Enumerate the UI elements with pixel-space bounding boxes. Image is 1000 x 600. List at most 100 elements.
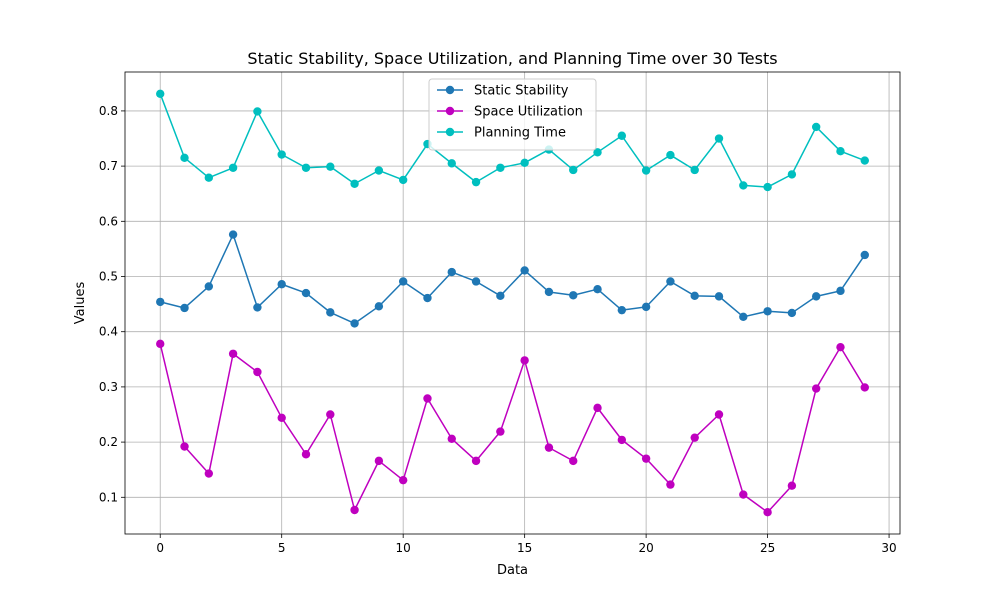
data-point <box>617 131 627 140</box>
y-tick-label: 0.7 <box>99 159 118 173</box>
x-tick-label: 0 <box>156 541 164 555</box>
data-point <box>787 481 797 490</box>
data-point <box>836 147 845 156</box>
data-point <box>690 291 699 301</box>
data-point <box>690 165 699 175</box>
legend-label: Static Stability <box>474 84 569 99</box>
data-point <box>617 435 627 445</box>
data-point <box>520 356 529 365</box>
data-point <box>787 308 797 318</box>
data-point <box>544 287 554 297</box>
y-tick-label: 0.8 <box>99 104 118 118</box>
data-point <box>301 450 311 459</box>
y-tick-label: 0.3 <box>99 380 118 394</box>
data-point <box>690 433 699 442</box>
data-point <box>447 267 456 277</box>
data-point <box>714 292 724 301</box>
data-point <box>374 302 384 311</box>
y-tick-label: 0.4 <box>99 325 118 339</box>
data-point <box>811 292 821 301</box>
data-point <box>374 166 384 175</box>
data-point <box>739 181 748 190</box>
data-point <box>253 107 262 116</box>
y-tick-label: 0.1 <box>99 490 118 504</box>
data-point <box>204 469 214 478</box>
data-point <box>471 177 481 187</box>
data-point <box>301 163 311 172</box>
legend-marker <box>445 127 455 137</box>
data-point <box>593 285 602 294</box>
data-point <box>447 159 456 168</box>
data-point <box>811 384 821 393</box>
data-point <box>326 308 335 317</box>
series-line <box>159 343 866 513</box>
data-point <box>811 122 821 132</box>
data-point <box>301 288 311 298</box>
data-point <box>350 179 359 188</box>
data-point <box>228 230 238 239</box>
x-tick-label: 15 <box>517 541 532 555</box>
data-point <box>204 282 214 291</box>
data-point <box>739 490 748 499</box>
data-point <box>277 413 286 423</box>
data-point <box>228 349 238 358</box>
data-point <box>326 410 335 419</box>
data-point <box>156 339 165 349</box>
data-point <box>641 166 651 175</box>
data-point <box>350 319 359 328</box>
legend: Static Stability Space Utilization Plannin… <box>428 78 597 151</box>
data-point <box>277 150 286 159</box>
data-point <box>204 173 214 182</box>
data-point <box>666 277 675 286</box>
data-point <box>520 158 529 167</box>
legend-marker <box>445 106 455 116</box>
data-point <box>326 162 335 171</box>
data-point <box>860 383 869 392</box>
series-space-utilization <box>156 339 869 517</box>
data-point <box>544 443 554 452</box>
data-point <box>617 305 627 315</box>
data-point <box>641 302 651 312</box>
data-point <box>666 150 675 160</box>
y-tick-label: 0.6 <box>99 214 118 228</box>
plot-frame <box>124 71 901 535</box>
data-point <box>471 277 481 286</box>
data-point <box>374 456 384 466</box>
data-point <box>641 454 651 463</box>
series-static-stability <box>156 230 869 328</box>
x-tick-label: 20 <box>638 541 653 555</box>
data-point <box>398 277 408 286</box>
data-point <box>520 266 529 275</box>
data-point <box>860 156 869 165</box>
x-axis-label: Data <box>497 563 528 578</box>
x-tick-label: 5 <box>278 541 286 555</box>
legend-label: Planning Time <box>474 126 566 141</box>
x-tick-label: 10 <box>396 541 411 555</box>
legend-item: Planning Time <box>437 126 566 141</box>
data-point <box>569 291 578 300</box>
data-point <box>569 165 578 175</box>
data-point <box>277 280 286 289</box>
data-point <box>471 456 481 466</box>
legend-box <box>428 78 597 151</box>
x-tick-label: 30 <box>881 541 896 555</box>
data-point <box>253 367 262 377</box>
data-point <box>398 175 408 185</box>
data-point <box>496 291 505 301</box>
legend-item: Space Utilization <box>437 105 583 120</box>
data-point <box>350 505 359 515</box>
legend-label: Space Utilization <box>474 105 583 120</box>
data-point <box>714 134 724 143</box>
axes: 0 5 10 15 20 25 30 0.1 0.2 0.3 0.4 0.5 0.6 0.7 0.8 <box>99 71 901 555</box>
data-point <box>156 89 165 99</box>
data-point <box>860 250 869 260</box>
data-point <box>423 293 432 303</box>
data-point <box>593 148 602 157</box>
data-point <box>253 303 262 312</box>
y-axis-label: Values <box>73 282 88 325</box>
data-point <box>228 163 238 172</box>
data-point <box>836 286 845 296</box>
data-point <box>569 456 578 466</box>
